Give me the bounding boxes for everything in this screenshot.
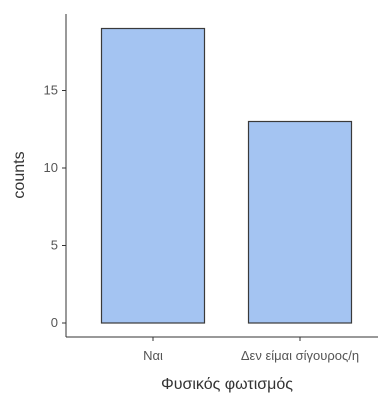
y-tick-label: 0 (51, 315, 58, 330)
y-tick-label: 10 (44, 160, 58, 175)
bar-2 (247, 120, 353, 324)
x-axis: Ναι Δεν είμαι σίγουρος/η (66, 336, 378, 363)
y-axis: 0 5 10 15 (44, 14, 67, 337)
x-tick-label: Δεν είμαι σίγουρος/η (241, 348, 359, 363)
y-axis-title: counts (11, 151, 28, 198)
x-tick-label: Ναι (143, 348, 163, 363)
bars-group (100, 27, 353, 324)
y-tick-label: 5 (51, 238, 58, 253)
y-tick-label: 15 (44, 83, 58, 98)
bar-1 (100, 27, 206, 324)
x-axis-title: Φυσικός φωτισμός (161, 376, 293, 393)
